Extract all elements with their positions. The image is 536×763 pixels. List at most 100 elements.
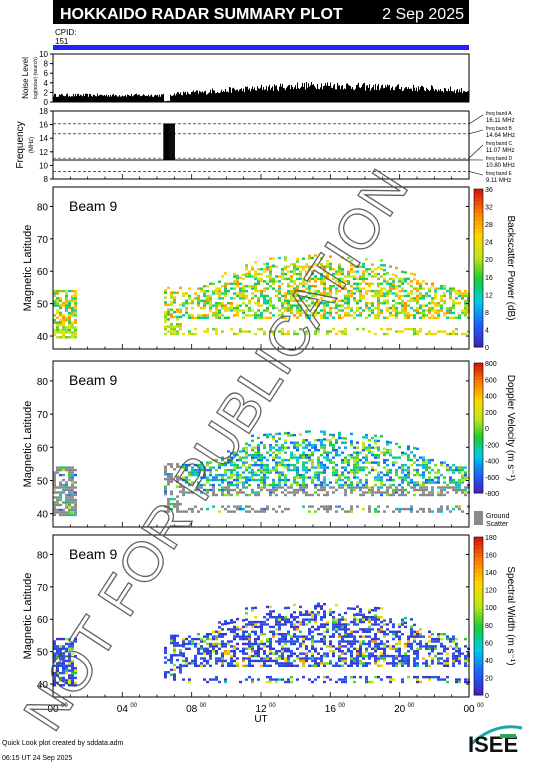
scatter-cell <box>224 289 227 293</box>
scatter-cell <box>338 453 341 457</box>
scatter-cell <box>374 620 377 624</box>
scatter-cell <box>275 444 278 447</box>
frequency-band-name: freq band A <box>486 111 512 117</box>
scatter-cell <box>269 275 272 278</box>
scatter-cell <box>413 454 416 457</box>
scatter-cell <box>317 657 320 660</box>
scatter-cell <box>332 654 335 658</box>
scatter-cell <box>74 292 77 295</box>
scatter-cell <box>188 332 191 336</box>
scatter-cell <box>224 292 227 295</box>
scatter-cell <box>296 616 299 619</box>
scatter-cell <box>389 647 392 650</box>
scatter-cell <box>242 652 245 655</box>
scatter-cell <box>305 282 308 285</box>
scatter-cell <box>422 491 425 494</box>
scatter-cell <box>401 302 404 305</box>
scatter-cell <box>443 287 446 290</box>
scatter-cell <box>278 637 281 641</box>
scatter-cell <box>335 292 338 295</box>
frequency-band-mhz: 16.11 MHz <box>486 118 515 124</box>
scatter-cell <box>452 488 455 492</box>
scatter-cell <box>320 461 323 464</box>
scatter-cell <box>413 633 416 636</box>
scatter-cell <box>425 488 428 492</box>
scatter-cell <box>374 659 377 663</box>
scatter-cell <box>338 304 341 307</box>
scatter-cell <box>296 458 299 462</box>
scatter-cell <box>308 620 311 624</box>
scatter-cell <box>176 463 179 466</box>
scatter-cell <box>338 289 341 293</box>
scatter-cell <box>368 618 371 621</box>
scatter-cell <box>203 650 206 653</box>
scatter-cell <box>269 657 272 660</box>
scatter-cell <box>290 491 293 494</box>
scatter-cell <box>317 664 320 667</box>
cpid-value: 151 <box>55 37 69 46</box>
scatter-cell <box>248 654 251 658</box>
scatter-cell <box>389 292 392 295</box>
scatter-cell <box>452 659 455 663</box>
scatter-cell <box>164 671 167 674</box>
scatter-cell <box>317 662 320 665</box>
scatter-cell <box>224 294 227 298</box>
scatter-cell <box>266 483 269 487</box>
scatter-cell <box>194 664 197 667</box>
scatter-cell <box>383 277 386 281</box>
scatter-cell <box>347 289 350 293</box>
scatter-cell <box>440 491 443 494</box>
scatter-cell <box>260 458 263 462</box>
scatter-cell <box>329 505 332 508</box>
scatter-cell <box>383 483 386 487</box>
scatter-cell <box>254 640 257 643</box>
scatter-cell <box>191 473 194 477</box>
scatter-cell <box>242 486 245 489</box>
scatter-cell <box>320 257 323 260</box>
scatter-cell <box>353 618 356 621</box>
colorbar-step <box>474 691 483 696</box>
scatter-cell <box>461 468 464 472</box>
scatter-cell <box>443 311 446 315</box>
scatter-cell <box>239 309 242 312</box>
scatter-cell <box>344 662 347 665</box>
scatter-cell <box>215 316 218 319</box>
scatter-cell <box>251 471 254 474</box>
scatter-cell <box>425 466 428 469</box>
scatter-cell <box>215 642 218 646</box>
scatter-cell <box>434 463 437 467</box>
scatter-cell <box>74 297 77 300</box>
colorbar-step <box>474 366 483 370</box>
colorbar-step <box>474 548 483 554</box>
scatter-cell <box>362 493 365 497</box>
scatter-cell <box>197 488 200 492</box>
scatter-cell <box>407 675 410 679</box>
scatter-cell <box>314 446 317 449</box>
scatter-cell <box>371 493 374 497</box>
scatter-cell <box>338 647 341 650</box>
scatter-cell <box>65 294 68 298</box>
scatter-cell <box>335 510 338 513</box>
scatter-cell <box>284 256 287 259</box>
scatter-cell <box>434 645 437 648</box>
scatter-cell <box>230 481 233 484</box>
scatter-cell <box>326 510 329 513</box>
scatter-cell <box>74 306 77 310</box>
scatter-cell <box>380 616 383 619</box>
scatter-cell <box>296 654 299 658</box>
scatter-cell <box>260 468 263 472</box>
scatter-cell <box>383 642 386 646</box>
scatter-cell <box>266 463 269 467</box>
scatter-cell <box>194 473 197 477</box>
scatter-cell <box>164 468 167 471</box>
scatter-cell <box>377 618 380 621</box>
scatter-cell <box>386 633 389 636</box>
scatter-cell <box>281 302 284 305</box>
colorbar-step <box>474 600 483 605</box>
scatter-cell <box>320 605 323 608</box>
scatter-cell <box>290 289 293 293</box>
scatter-cell <box>269 277 272 281</box>
scatter-cell <box>242 289 245 293</box>
scatter-cell <box>164 296 167 299</box>
